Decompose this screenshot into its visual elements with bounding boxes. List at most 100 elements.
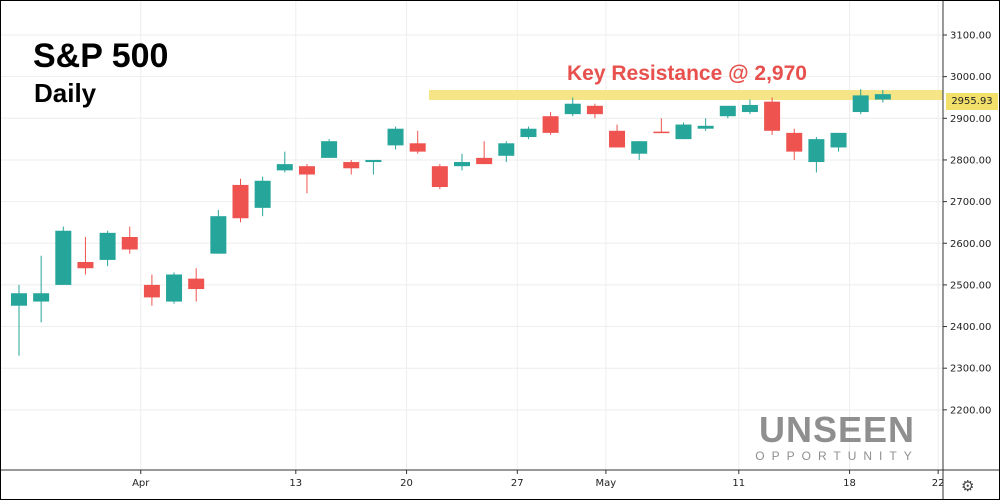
candle-body xyxy=(143,284,160,298)
candle-body xyxy=(188,278,205,290)
resistance-band xyxy=(429,90,943,101)
candle-body xyxy=(454,162,470,167)
chart-title: S&P 500 xyxy=(33,37,169,75)
candle-body xyxy=(586,105,603,115)
candle-body xyxy=(697,125,714,129)
candle-body xyxy=(764,101,781,131)
price-tick-label: 2600.00 xyxy=(950,239,991,250)
candle-body xyxy=(786,132,803,152)
candle-body xyxy=(874,94,891,100)
candle-body xyxy=(520,128,537,138)
time-tick-label: May xyxy=(596,478,617,489)
price-axis: 2200.00 2300.00 2400.00 2500.00 2600.00 2700.… xyxy=(943,31,991,416)
candle-down xyxy=(609,124,626,148)
chart-interval: Daily xyxy=(34,78,97,108)
candle-up xyxy=(276,151,293,173)
candle-up xyxy=(520,126,537,140)
time-tick-label: 20 xyxy=(400,478,413,489)
price-tick-label: 2900.00 xyxy=(950,114,991,125)
candle-body xyxy=(210,216,227,254)
candle-body xyxy=(33,293,50,302)
candle-body xyxy=(387,128,404,146)
candle-body xyxy=(653,131,670,134)
time-axis: Apr 13 20 27 May 11 18 22 xyxy=(132,470,945,489)
candle-body xyxy=(232,184,249,219)
candle-body xyxy=(609,130,626,148)
candle-body xyxy=(166,274,183,302)
candle-body xyxy=(276,164,293,171)
candle-up xyxy=(675,122,692,140)
candle-up xyxy=(808,137,825,173)
candle-body xyxy=(254,180,271,208)
candle-up xyxy=(719,105,736,119)
candle-down xyxy=(77,237,94,275)
price-tick-label: 2300.00 xyxy=(950,364,991,375)
price-tick-label: 3000.00 xyxy=(950,72,991,83)
watermark-sub: OPPORTUNITY xyxy=(755,449,919,463)
grid-lines xyxy=(1,1,943,470)
time-tick-label: 27 xyxy=(511,478,524,489)
price-tick-label: 2500.00 xyxy=(950,280,991,291)
candle-up xyxy=(210,209,227,254)
candle-up xyxy=(387,126,404,150)
candle-body xyxy=(808,139,825,163)
candle-up xyxy=(11,284,27,356)
candle-down xyxy=(298,164,315,194)
resistance-annotation: Key Resistance @ 2,970 xyxy=(567,62,807,85)
candle-down xyxy=(188,268,205,302)
candle-body xyxy=(830,132,847,148)
candle-up xyxy=(254,176,271,217)
candle-up xyxy=(564,97,581,117)
candle-up xyxy=(874,89,891,103)
candle-up xyxy=(33,255,50,323)
candle-down xyxy=(431,164,448,190)
candle-up xyxy=(454,153,470,171)
candle-up xyxy=(321,139,338,158)
candle-body xyxy=(55,230,72,285)
candle-body xyxy=(476,157,493,165)
price-tick-label: 2200.00 xyxy=(950,405,991,416)
candle-body xyxy=(11,293,27,306)
time-tick-label: 22 xyxy=(932,478,945,489)
candle-up xyxy=(166,272,183,304)
time-tick-label: 11 xyxy=(732,478,745,489)
gear-icon[interactable]: ⚙ xyxy=(961,478,975,495)
price-tick-label: 2800.00 xyxy=(950,155,991,166)
candle-body xyxy=(343,162,360,169)
candle-down xyxy=(786,128,803,160)
candle-up xyxy=(852,89,869,115)
candle-down xyxy=(653,118,670,134)
candle-body xyxy=(498,143,515,156)
price-tick-label: 2700.00 xyxy=(950,197,991,208)
candle-up xyxy=(55,226,72,285)
candle-body xyxy=(321,141,338,158)
candle-down xyxy=(232,178,249,223)
candle-down xyxy=(143,274,160,306)
candle-up xyxy=(99,230,116,267)
time-tick-label: 13 xyxy=(289,478,302,489)
candle-down xyxy=(409,130,426,154)
candles xyxy=(11,89,891,356)
candle-down xyxy=(343,159,360,175)
watermark-main: UNSEEN xyxy=(758,409,916,450)
candle-body xyxy=(99,232,116,260)
candle-body xyxy=(675,124,692,140)
candle-up xyxy=(498,141,515,163)
candle-up xyxy=(631,141,648,160)
candle-body xyxy=(77,261,94,269)
watermark-logo: UNSEEN OPPORTUNITY xyxy=(743,409,931,464)
candle-up xyxy=(741,99,758,115)
candle-body xyxy=(298,166,315,175)
candle-body xyxy=(741,104,758,113)
candle-up xyxy=(365,159,382,175)
time-tick-label: 18 xyxy=(843,478,856,489)
candle-body xyxy=(409,143,426,152)
candle-body xyxy=(431,166,448,188)
candle-up xyxy=(697,118,714,131)
candle-body xyxy=(852,95,869,113)
candle-body xyxy=(719,105,736,117)
candle-down xyxy=(586,103,603,119)
candle-body xyxy=(564,103,581,115)
